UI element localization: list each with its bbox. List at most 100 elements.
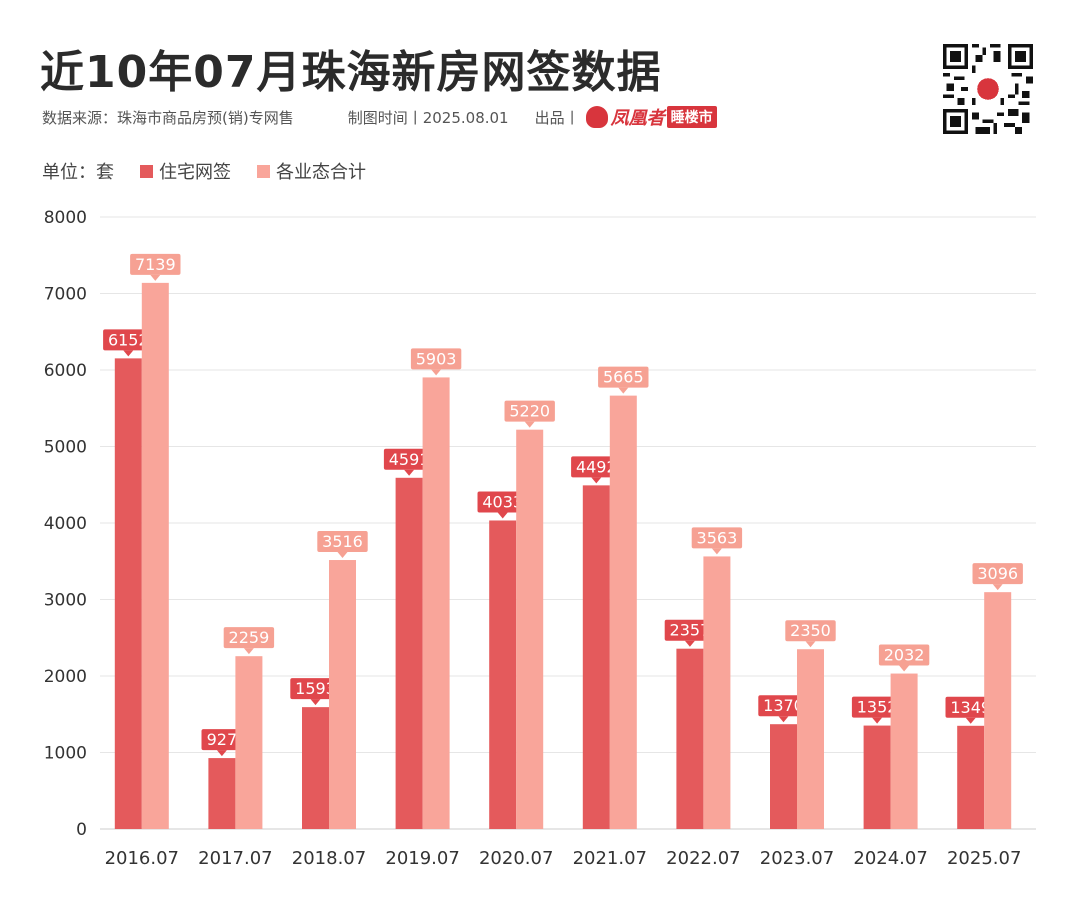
data-label-box [317,531,368,553]
data-label-pointer [337,552,348,559]
x-tick-label: 2017.07 [198,848,272,869]
x-tick-label: 2021.07 [573,848,647,869]
chart-legend: 单位：套 住宅网签 各业态合计 [42,158,366,184]
legend-swatch-total [257,164,270,178]
x-tick-label: 2020.07 [479,848,553,869]
publisher-logo: 凤凰者 睡楼市 [585,104,717,130]
data-label: 1352 [857,698,898,717]
bar-residential [302,707,329,829]
data-label-box [290,678,341,700]
data-label: 4492 [576,457,617,476]
data-label-pointer [992,584,1003,591]
y-tick-label: 0 [76,820,87,840]
data-label: 5220 [509,402,550,421]
data-label: 4033 [482,492,523,511]
bar-residential [489,520,517,829]
data-label-pointer [965,717,976,724]
data-label-pointer [310,699,321,706]
x-tick-label: 2016.07 [105,848,179,869]
data-label-box [477,491,528,513]
y-tick-label: 3000 [44,591,87,611]
y-tick-label: 1000 [44,744,87,764]
bar-total [609,395,637,829]
bar-residential [395,477,423,829]
publish-date: 制图时间丨2025.08.01 [347,108,509,127]
data-label-box [664,619,716,641]
bird-icon [585,106,608,128]
bar-total [797,649,824,829]
data-label-box [758,695,809,717]
legend-swatch-residential [140,164,153,178]
data-label-pointer [243,648,254,655]
brand-name: 凤凰者 [610,108,665,129]
x-tick-label: 2018.07 [292,848,366,869]
qr-code-icon [943,44,1033,134]
data-label-pointer [711,548,722,555]
publisher-label: 出品丨 [534,108,580,127]
data-label: 5903 [416,349,457,368]
data-label-box [410,348,462,370]
bar-residential [676,648,704,829]
bar-residential [957,725,985,829]
data-label-box [598,366,649,388]
data-label-box [972,563,1023,585]
data-label: 3096 [977,564,1018,583]
data-label-box [383,448,435,470]
data-label: 927 [207,730,238,749]
data-label-box [223,627,275,649]
bar-total [235,656,263,829]
chart-meta: 数据来源：珠海市商品房预(销)专网售 制图时间丨2025.08.01 出品丨 凤… [42,104,717,130]
legend-label-residential: 住宅网签 [159,162,231,183]
data-label: 7139 [135,255,176,274]
data-label: 4591 [389,450,430,469]
data-label-pointer [805,641,816,648]
data-label-box [691,527,743,549]
bar-total [329,560,356,829]
bar-total [516,429,544,829]
chart-title: 近10年07月珠海新房网签数据 [40,47,662,98]
data-label-pointer [524,421,535,428]
data-label-box [851,696,903,718]
bar-total [984,592,1012,829]
data-label-pointer [404,469,415,476]
bar-residential [582,485,610,829]
bar-total [141,282,169,830]
data-label: 1349 [950,698,991,717]
y-tick-label: 7000 [44,285,87,305]
bar-residential [114,358,142,829]
bar-residential [770,724,797,829]
data-label-box [504,400,555,422]
legend-item-total: 各业态合计 [257,158,366,184]
data-label-box [103,329,154,351]
x-tick-label: 2025.07 [947,848,1021,869]
legend-item-residential: 住宅网签 [140,158,231,184]
data-label: 3516 [322,532,363,551]
data-label-pointer [684,640,695,647]
x-tick-label: 2023.07 [760,848,834,869]
data-label-pointer [216,750,227,757]
data-label: 3563 [697,528,738,547]
data-label-pointer [899,665,910,672]
data-label-pointer [497,512,508,519]
unit-label: 单位：套 [42,162,114,183]
data-label-pointer [123,350,134,357]
legend-label-total: 各业态合计 [276,162,366,183]
x-tick-label: 2019.07 [385,848,459,869]
data-label: 2032 [884,646,925,665]
data-label: 5665 [603,368,644,387]
y-tick-label: 2000 [44,667,87,687]
x-tick-label: 2024.07 [853,848,927,869]
data-label-pointer [778,716,789,723]
data-label-box [945,696,996,718]
data-label-box [785,620,836,642]
data-label-box [201,729,243,751]
data-label: 1370 [763,696,804,715]
data-label: 2259 [229,628,270,647]
y-tick-label: 8000 [44,208,87,228]
data-label: 1593 [295,679,336,698]
brand-tag: 睡楼市 [666,106,717,128]
data-label-box [878,644,930,666]
data-label-pointer [431,369,442,376]
data-label-box [130,253,181,275]
